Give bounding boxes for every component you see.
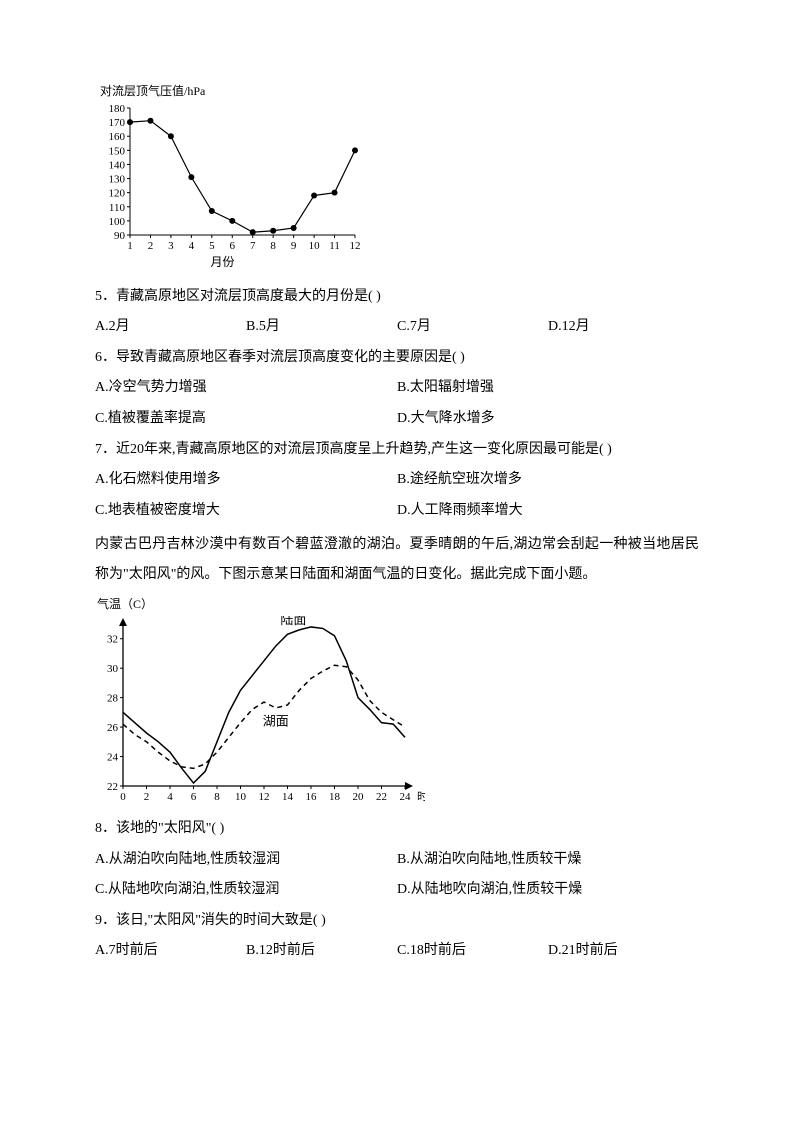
- q9-options: A.7时前后 B.12时前后 C.18时前后 D.21时前后: [95, 938, 699, 965]
- svg-text:6: 6: [191, 791, 197, 803]
- chart2-ylabel: 气温（C）: [97, 593, 699, 616]
- chart2-block: 气温（C） 222426283032024681012141618202224时…: [95, 593, 699, 806]
- svg-text:22: 22: [107, 781, 118, 793]
- q6-options-1: A.冷空气势力增强 B.太阳辐射增强: [95, 375, 699, 402]
- q9-opt-d: D.21时前后: [548, 938, 699, 965]
- q7-opt-d: D.人工降雨频率增大: [397, 498, 699, 525]
- q7-opt-b: B.途经航空班次增多: [397, 467, 699, 494]
- svg-text:16: 16: [306, 791, 318, 803]
- svg-text:30: 30: [107, 663, 119, 675]
- q5-options: A.2月 B.5月 C.7月 D.12月: [95, 314, 699, 341]
- q8-options-1: A.从湖泊吹向陆地,性质较湿润 B.从湖泊吹向陆地,性质较干燥: [95, 847, 699, 874]
- svg-text:陆面: 陆面: [280, 616, 306, 627]
- svg-text:4: 4: [189, 240, 195, 252]
- q5-opt-a: A.2月: [95, 314, 246, 341]
- svg-text:100: 100: [109, 216, 126, 228]
- svg-text:8: 8: [270, 240, 276, 252]
- svg-text:110: 110: [109, 202, 126, 214]
- svg-text:24: 24: [107, 751, 119, 763]
- svg-text:2: 2: [144, 791, 150, 803]
- svg-text:180: 180: [109, 103, 126, 115]
- svg-text:时: 时: [417, 790, 425, 803]
- q8-text: 8．该地的"太阳风"( ): [95, 816, 699, 843]
- q9-opt-c: C.18时前后: [397, 938, 548, 965]
- q9-text: 9．该日,"太阳风"消失的时间大致是( ): [95, 908, 699, 935]
- svg-text:32: 32: [107, 634, 118, 646]
- svg-text:22: 22: [376, 791, 387, 803]
- q5-opt-b: B.5月: [246, 314, 397, 341]
- q9-opt-b: B.12时前后: [246, 938, 397, 965]
- svg-text:5: 5: [209, 240, 215, 252]
- passage2: 内蒙古巴丹吉林沙漠中有数百个碧蓝澄澈的湖泊。夏季晴朗的午后,湖边常会刮起一种被当…: [95, 530, 699, 589]
- q8-options-2: C.从陆地吹向湖泊,性质较湿润 D.从陆地吹向湖泊,性质较干燥: [95, 877, 699, 904]
- svg-text:130: 130: [109, 173, 126, 185]
- svg-text:18: 18: [329, 791, 341, 803]
- q7-text: 7．近20年来,青藏高原地区的对流层顶高度呈上升趋势,产生这一变化原因最可能是(…: [95, 437, 699, 464]
- chart1-svg: 9010011012013014015016017018012345678910…: [95, 103, 365, 253]
- q6-text: 6．导致青藏高原地区春季对流层顶高度变化的主要原因是( ): [95, 345, 699, 372]
- svg-text:8: 8: [214, 791, 220, 803]
- svg-text:4: 4: [167, 791, 173, 803]
- q8-opt-c: C.从陆地吹向湖泊,性质较湿润: [95, 877, 397, 904]
- svg-text:2: 2: [148, 240, 154, 252]
- svg-text:0: 0: [120, 791, 126, 803]
- svg-text:11: 11: [329, 240, 340, 252]
- svg-text:10: 10: [309, 240, 321, 252]
- svg-text:170: 170: [109, 117, 126, 129]
- q9-opt-a: A.7时前后: [95, 938, 246, 965]
- svg-text:26: 26: [107, 722, 119, 734]
- q7-opt-a: A.化石燃料使用增多: [95, 467, 397, 494]
- q6-options-2: C.植被覆盖率提高 D.大气降水增多: [95, 406, 699, 433]
- svg-text:10: 10: [235, 791, 247, 803]
- q5-opt-d: D.12月: [548, 314, 699, 341]
- q7-options-1: A.化石燃料使用增多 B.途经航空班次增多: [95, 467, 699, 494]
- svg-text:90: 90: [114, 230, 126, 242]
- svg-text:140: 140: [109, 159, 126, 171]
- svg-text:6: 6: [230, 240, 236, 252]
- chart1-xlabel: 月份: [95, 251, 350, 274]
- q7-opt-c: C.地表植被密度增大: [95, 498, 397, 525]
- svg-text:9: 9: [291, 240, 297, 252]
- svg-text:湖面: 湖面: [263, 714, 289, 729]
- svg-text:160: 160: [109, 131, 126, 143]
- q6-opt-a: A.冷空气势力增强: [95, 375, 397, 402]
- q6-opt-c: C.植被覆盖率提高: [95, 406, 397, 433]
- svg-text:1: 1: [127, 240, 133, 252]
- svg-text:12: 12: [259, 791, 270, 803]
- svg-text:24: 24: [400, 791, 412, 803]
- svg-text:120: 120: [109, 187, 126, 199]
- q5-text: 5．青藏高原地区对流层顶高度最大的月份是( ): [95, 284, 699, 311]
- q6-opt-b: B.太阳辐射增强: [397, 375, 699, 402]
- svg-text:28: 28: [107, 693, 119, 705]
- chart2-svg: 222426283032024681012141618202224时陆面湖面: [95, 616, 425, 806]
- svg-text:12: 12: [350, 240, 361, 252]
- svg-text:14: 14: [282, 791, 294, 803]
- q6-opt-d: D.大气降水增多: [397, 406, 699, 433]
- q5-opt-c: C.7月: [397, 314, 548, 341]
- q8-opt-a: A.从湖泊吹向陆地,性质较湿润: [95, 847, 397, 874]
- svg-text:150: 150: [109, 145, 126, 157]
- q8-opt-b: B.从湖泊吹向陆地,性质较干燥: [397, 847, 699, 874]
- chart1-block: 对流层顶气压值/hPa 9010011012013014015016017018…: [95, 80, 699, 274]
- svg-text:3: 3: [168, 240, 174, 252]
- q8-opt-d: D.从陆地吹向湖泊,性质较干燥: [397, 877, 699, 904]
- q7-options-2: C.地表植被密度增大 D.人工降雨频率增大: [95, 498, 699, 525]
- svg-text:20: 20: [353, 791, 365, 803]
- svg-text:7: 7: [250, 240, 256, 252]
- chart1-ylabel: 对流层顶气压值/hPa: [100, 80, 699, 103]
